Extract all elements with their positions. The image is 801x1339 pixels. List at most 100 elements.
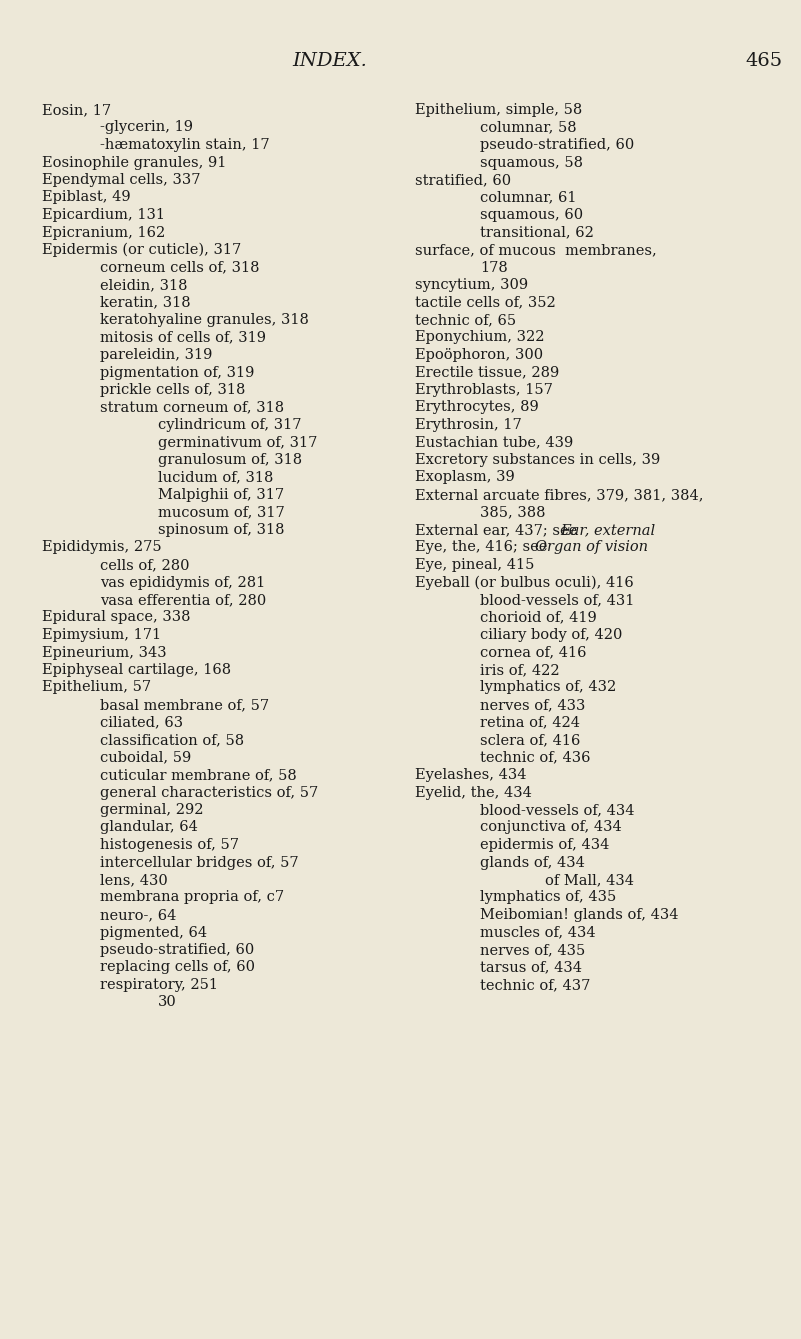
Text: Eye, pineal, 415: Eye, pineal, 415 (415, 558, 534, 572)
Text: Epithelium, simple, 58: Epithelium, simple, 58 (415, 103, 582, 116)
Text: blood-vessels of, 434: blood-vessels of, 434 (480, 803, 634, 817)
Text: muscles of, 434: muscles of, 434 (480, 925, 596, 940)
Text: ciliated, 63: ciliated, 63 (100, 715, 183, 730)
Text: cuticular membrane of, 58: cuticular membrane of, 58 (100, 769, 296, 782)
Text: Epidural space, 338: Epidural space, 338 (42, 611, 191, 624)
Text: mucosum of, 317: mucosum of, 317 (158, 506, 284, 520)
Text: pigmented, 64: pigmented, 64 (100, 925, 207, 940)
Text: germinativum of, 317: germinativum of, 317 (158, 435, 317, 450)
Text: -glycerin, 19: -glycerin, 19 (100, 121, 193, 134)
Text: granulosum of, 318: granulosum of, 318 (158, 453, 302, 467)
Text: columnar, 61: columnar, 61 (480, 190, 577, 205)
Text: vasa efferentia of, 280: vasa efferentia of, 280 (100, 593, 266, 607)
Text: replacing cells of, 60: replacing cells of, 60 (100, 960, 255, 975)
Text: Epicranium, 162: Epicranium, 162 (42, 225, 165, 240)
Text: Eyelid, the, 434: Eyelid, the, 434 (415, 786, 532, 799)
Text: cells of, 280: cells of, 280 (100, 558, 190, 572)
Text: respiratory, 251: respiratory, 251 (100, 977, 218, 992)
Text: pareleidin, 319: pareleidin, 319 (100, 348, 212, 362)
Text: 178: 178 (480, 261, 508, 274)
Text: External ear, 437; see: External ear, 437; see (415, 524, 582, 537)
Text: retina of, 424: retina of, 424 (480, 715, 580, 730)
Text: Epimysium, 171: Epimysium, 171 (42, 628, 161, 641)
Text: Epididymis, 275: Epididymis, 275 (42, 541, 162, 554)
Text: Eyelashes, 434: Eyelashes, 434 (415, 769, 526, 782)
Text: pigmentation of, 319: pigmentation of, 319 (100, 366, 255, 379)
Text: Erectile tissue, 289: Erectile tissue, 289 (415, 366, 559, 379)
Text: Epicardium, 131: Epicardium, 131 (42, 208, 165, 222)
Text: Epiphyseal cartilage, 168: Epiphyseal cartilage, 168 (42, 663, 231, 678)
Text: INDEX.: INDEX. (292, 52, 368, 70)
Text: blood-vessels of, 431: blood-vessels of, 431 (480, 593, 634, 607)
Text: cylindricum of, 317: cylindricum of, 317 (158, 418, 301, 432)
Text: nerves of, 435: nerves of, 435 (480, 943, 586, 957)
Text: squamous, 60: squamous, 60 (480, 208, 583, 222)
Text: lucidum of, 318: lucidum of, 318 (158, 470, 273, 485)
Text: basal membrane of, 57: basal membrane of, 57 (100, 698, 269, 712)
Text: Erythrosin, 17: Erythrosin, 17 (415, 418, 521, 432)
Text: 30: 30 (158, 995, 177, 1010)
Text: pseudo-stratified, 60: pseudo-stratified, 60 (480, 138, 634, 153)
Text: Epidermis (or cuticle), 317: Epidermis (or cuticle), 317 (42, 242, 241, 257)
Text: technic of, 437: technic of, 437 (480, 977, 590, 992)
Text: stratified, 60: stratified, 60 (415, 173, 511, 187)
Text: Exoplasm, 39: Exoplasm, 39 (415, 470, 515, 485)
Text: Meibomian! glands of, 434: Meibomian! glands of, 434 (480, 908, 678, 923)
Text: iris of, 422: iris of, 422 (480, 663, 560, 678)
Text: lens, 430: lens, 430 (100, 873, 167, 886)
Text: tarsus of, 434: tarsus of, 434 (480, 960, 582, 975)
Text: vas epididymis of, 281: vas epididymis of, 281 (100, 576, 265, 589)
Text: lymphatics of, 432: lymphatics of, 432 (480, 680, 616, 695)
Text: spinosum of, 318: spinosum of, 318 (158, 524, 284, 537)
Text: histogenesis of, 57: histogenesis of, 57 (100, 838, 239, 852)
Text: cuboidal, 59: cuboidal, 59 (100, 750, 191, 765)
Text: keratohyaline granules, 318: keratohyaline granules, 318 (100, 313, 309, 327)
Text: Erythrocytes, 89: Erythrocytes, 89 (415, 400, 539, 415)
Text: syncytium, 309: syncytium, 309 (415, 279, 528, 292)
Text: sclera of, 416: sclera of, 416 (480, 732, 581, 747)
Text: keratin, 318: keratin, 318 (100, 296, 191, 309)
Text: -hæmatoxylin stain, 17: -hæmatoxylin stain, 17 (100, 138, 270, 153)
Text: pseudo-stratified, 60: pseudo-stratified, 60 (100, 943, 254, 957)
Text: transitional, 62: transitional, 62 (480, 225, 594, 240)
Text: conjunctiva of, 434: conjunctiva of, 434 (480, 821, 622, 834)
Text: neuro-, 64: neuro-, 64 (100, 908, 176, 923)
Text: External arcuate fibres, 379, 381, 384,: External arcuate fibres, 379, 381, 384, (415, 487, 703, 502)
Text: Excretory substances in cells, 39: Excretory substances in cells, 39 (415, 453, 660, 467)
Text: Malpighii of, 317: Malpighii of, 317 (158, 487, 284, 502)
Text: chorioid of, 419: chorioid of, 419 (480, 611, 597, 624)
Text: Eosin, 17: Eosin, 17 (42, 103, 111, 116)
Text: glands of, 434: glands of, 434 (480, 856, 585, 869)
Text: Ependymal cells, 337: Ependymal cells, 337 (42, 173, 200, 187)
Text: squamous, 58: squamous, 58 (480, 155, 583, 170)
Text: membrana propria of, c7: membrana propria of, c7 (100, 890, 284, 905)
Text: corneum cells of, 318: corneum cells of, 318 (100, 261, 260, 274)
Text: technic of, 65: technic of, 65 (415, 313, 516, 327)
Text: epidermis of, 434: epidermis of, 434 (480, 838, 610, 852)
Text: Epithelium, 57: Epithelium, 57 (42, 680, 151, 695)
Text: stratum corneum of, 318: stratum corneum of, 318 (100, 400, 284, 415)
Text: Eustachian tube, 439: Eustachian tube, 439 (415, 435, 574, 450)
Text: 385, 388: 385, 388 (480, 506, 545, 520)
Text: Ear, external: Ear, external (560, 524, 655, 537)
Text: cornea of, 416: cornea of, 416 (480, 645, 586, 660)
Text: technic of, 436: technic of, 436 (480, 750, 590, 765)
Text: eleidin, 318: eleidin, 318 (100, 279, 187, 292)
Text: columnar, 58: columnar, 58 (480, 121, 577, 134)
Text: Epoöphoron, 300: Epoöphoron, 300 (415, 348, 543, 362)
Text: mitosis of cells of, 319: mitosis of cells of, 319 (100, 331, 266, 344)
Text: lymphatics of, 435: lymphatics of, 435 (480, 890, 616, 905)
Text: intercellular bridges of, 57: intercellular bridges of, 57 (100, 856, 299, 869)
Text: Epiblast, 49: Epiblast, 49 (42, 190, 131, 205)
Text: classification of, 58: classification of, 58 (100, 732, 244, 747)
Text: Eyeball (or bulbus oculi), 416: Eyeball (or bulbus oculi), 416 (415, 576, 634, 590)
Text: germinal, 292: germinal, 292 (100, 803, 203, 817)
Text: nerves of, 433: nerves of, 433 (480, 698, 586, 712)
Text: tactile cells of, 352: tactile cells of, 352 (415, 296, 556, 309)
Text: of Mall, 434: of Mall, 434 (545, 873, 634, 886)
Text: surface, of mucous  membranes,: surface, of mucous membranes, (415, 242, 657, 257)
Text: Eye, the, 416; see: Eye, the, 416; see (415, 541, 552, 554)
Text: 465: 465 (745, 52, 782, 70)
Text: Eosinophile granules, 91: Eosinophile granules, 91 (42, 155, 227, 170)
Text: Organ of vision: Organ of vision (535, 541, 648, 554)
